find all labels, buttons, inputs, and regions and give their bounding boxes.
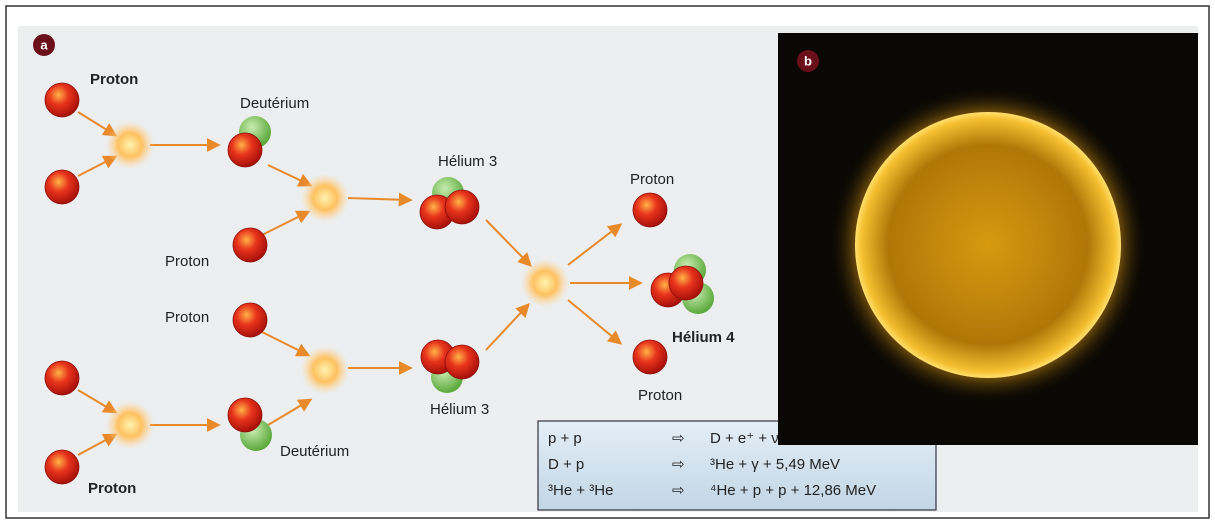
equation-cell: p + p [548, 430, 582, 447]
proton [232, 227, 268, 263]
badge [797, 50, 819, 72]
flash [106, 401, 154, 449]
equation-cell: ³He + ³He [548, 482, 613, 499]
proton [632, 192, 668, 228]
proton [632, 339, 668, 375]
label: Hélium 4 [672, 329, 735, 346]
label: Proton [165, 253, 209, 270]
sun [855, 112, 1121, 378]
equation-cell: ⇨ [672, 482, 685, 499]
proton [44, 360, 80, 396]
badge [33, 34, 55, 56]
proton [227, 132, 263, 168]
proton [44, 449, 80, 485]
arrow [77, 111, 118, 137]
arrow [77, 155, 118, 177]
proton [44, 82, 80, 118]
flash [521, 259, 569, 307]
label: Hélium 3 [430, 401, 489, 418]
arrow [77, 389, 118, 414]
proton [668, 265, 704, 301]
arrow [77, 433, 118, 456]
equation-cell: ⁴He + p + p + 12,86 MeV [710, 482, 876, 499]
flash [301, 174, 349, 222]
label: Proton [90, 71, 138, 88]
label: Hélium 3 [438, 153, 497, 170]
arrow [261, 331, 311, 357]
proton [232, 302, 268, 338]
panel-a-drawing [44, 82, 714, 485]
arrow [567, 223, 623, 266]
arrow [485, 219, 532, 268]
label: Proton [630, 171, 674, 188]
label: Deutérium [280, 443, 349, 460]
equation-cell: ⇨ [672, 430, 685, 447]
flash [106, 121, 154, 169]
proton [444, 189, 480, 225]
label: Proton [88, 480, 136, 497]
equation-cell: ⇨ [672, 456, 685, 473]
badge-label: b [804, 53, 812, 68]
label: Deutérium [240, 95, 309, 112]
equation-cell: D + p [548, 456, 584, 473]
arrow [267, 164, 313, 187]
flash [301, 346, 349, 394]
arrow [567, 299, 623, 345]
label: Proton [638, 387, 682, 404]
label: Proton [165, 309, 209, 326]
arrow [261, 210, 311, 236]
equation-cell: ³He + γ + 5,49 MeV [710, 456, 840, 473]
arrow [267, 398, 313, 426]
badge-label: a [40, 37, 48, 52]
arrow [347, 192, 413, 207]
proton [227, 397, 263, 433]
proton [44, 169, 80, 205]
proton [444, 344, 480, 380]
arrow [485, 302, 530, 351]
